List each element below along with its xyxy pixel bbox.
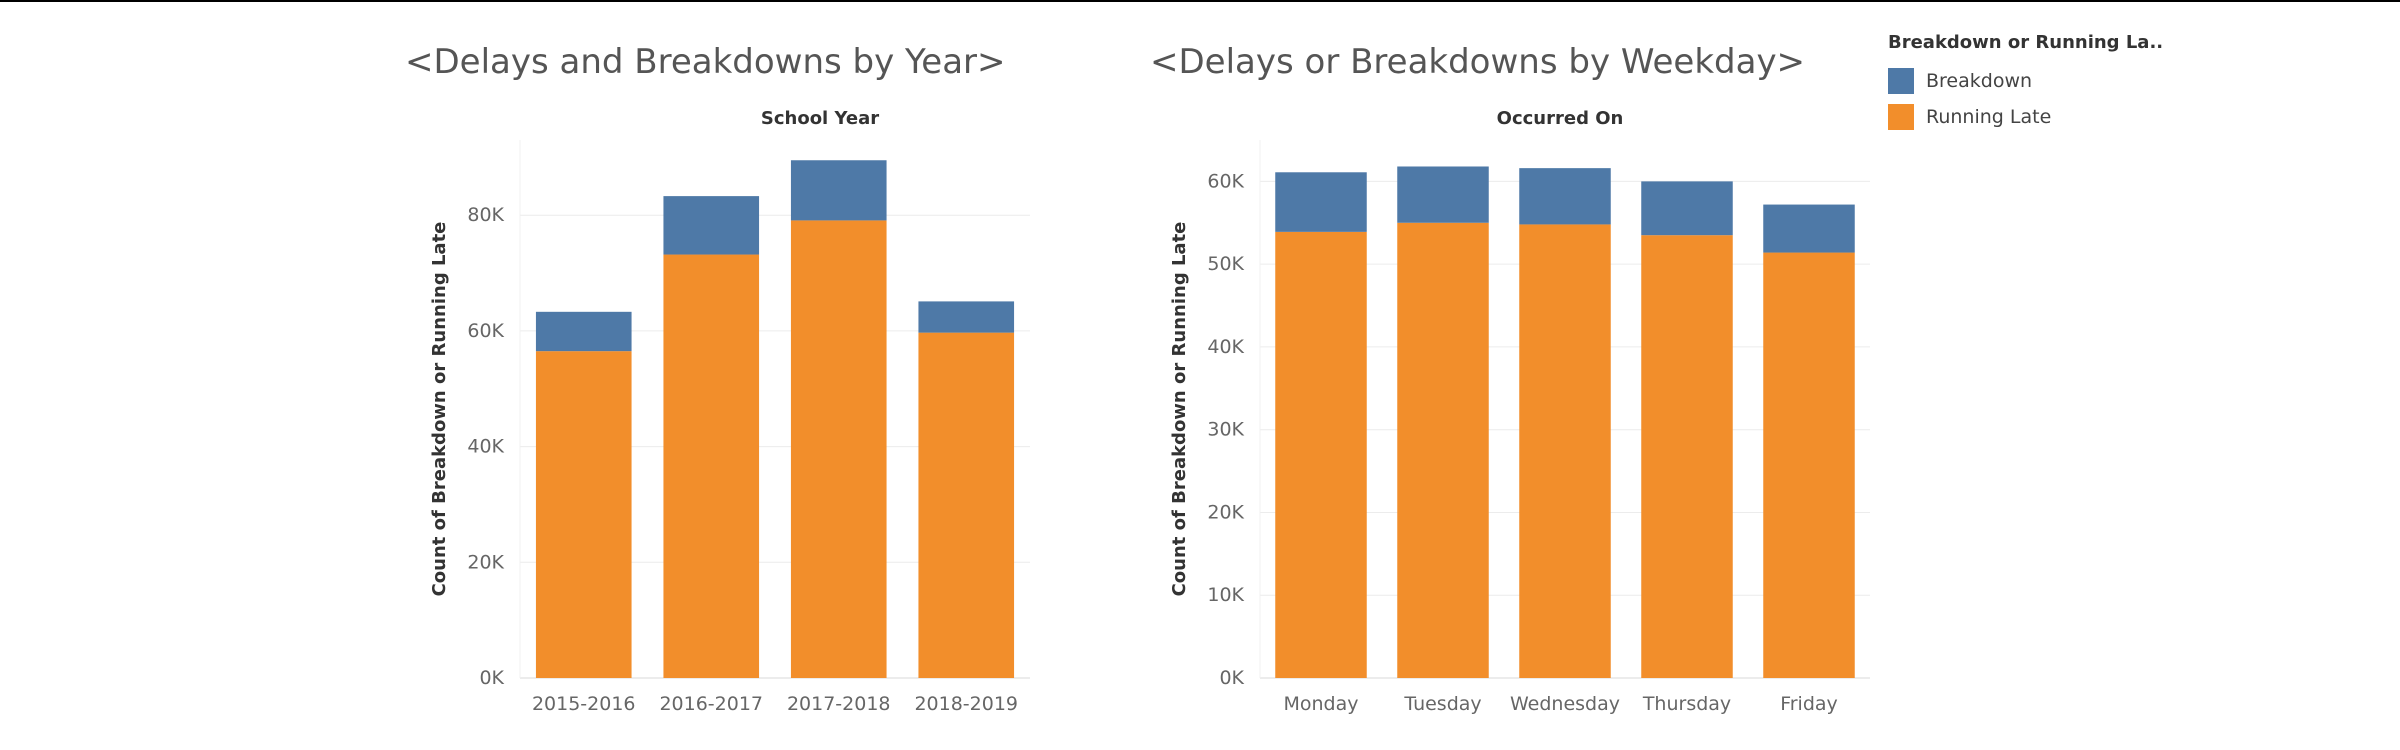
chart-weekday: 0K 10K 20K 30K 40K 50K 60K Count of Breakdown o… (1169, 140, 1870, 715)
x-tick-label: Thursday (1642, 693, 1731, 715)
legend-swatch-running-late (1888, 104, 1914, 130)
bar-breakdown[interactable] (535, 311, 632, 352)
legend-swatch-breakdown (1888, 68, 1914, 94)
bar-breakdown[interactable] (663, 196, 760, 255)
bar-breakdown[interactable] (1519, 168, 1611, 225)
bar-running-late[interactable] (1275, 231, 1367, 678)
y-tick-label: 0K (479, 667, 504, 689)
bar-breakdown[interactable] (790, 160, 887, 221)
y-tick-label: 10K (1207, 584, 1244, 606)
x-tick-label: 2015-2016 (532, 693, 636, 715)
chart-title-weekday: <Delays or Breakdowns by Weekday> (1150, 42, 1806, 82)
chart-year: 0K 20K 40K 60K 80K Count of Breakdown or Runn… (429, 140, 1030, 715)
legend-item-running-late[interactable]: Running Late (1888, 99, 2163, 135)
bar-running-late[interactable] (1519, 224, 1611, 678)
legend-item-breakdown[interactable]: Breakdown (1888, 63, 2163, 99)
y-tick-label: 40K (1207, 336, 1244, 358)
bar-running-late[interactable] (663, 254, 760, 678)
y-tick-label: 50K (1207, 253, 1244, 275)
x-axis-title-weekday: Occurred On (1496, 108, 1624, 129)
y-axis-title: Count of Breakdown or Running Late (429, 222, 450, 597)
x-tick-label: 2016-2017 (659, 693, 763, 715)
bar-breakdown[interactable] (1275, 172, 1367, 232)
bar-running-late[interactable] (1397, 222, 1489, 678)
bar-running-late[interactable] (1763, 252, 1855, 678)
legend-title: Breakdown or Running La.. (1888, 32, 2164, 53)
bar-running-late[interactable] (790, 220, 887, 678)
y-tick-label: 30K (1207, 419, 1244, 441)
x-tick-label: Friday (1780, 693, 1838, 715)
x-tick-label: Tuesday (1403, 693, 1481, 715)
y-tick-label: 0K (1219, 667, 1244, 689)
legend-label-running-late: Running Late (1926, 106, 2052, 128)
x-tick-label: Monday (1283, 693, 1358, 715)
y-tick-label: 60K (1207, 170, 1244, 192)
x-axis-title-year: School Year (760, 108, 880, 129)
x-tick-label: 2018-2019 (914, 693, 1018, 715)
legend-label-breakdown: Breakdown (1926, 70, 2033, 92)
bar-running-late[interactable] (535, 351, 632, 678)
bar-running-late[interactable] (918, 332, 1015, 678)
y-tick-label: 20K (1207, 501, 1244, 523)
y-axis-title: Count of Breakdown or Running Late (1169, 222, 1190, 597)
y-tick-label: 20K (467, 551, 504, 573)
y-tick-label: 40K (467, 436, 504, 458)
bar-running-late[interactable] (1641, 235, 1733, 678)
bar-breakdown[interactable] (918, 301, 1015, 333)
top-border (0, 0, 2400, 2)
x-tick-label: 2017-2018 (787, 693, 891, 715)
bar-breakdown[interactable] (1397, 166, 1489, 223)
legend: Breakdown or Running La.. Breakdown Runn… (1888, 32, 2163, 135)
y-tick-label: 80K (467, 204, 504, 226)
bar-breakdown[interactable] (1763, 204, 1855, 253)
chart-title-year: <Delays and Breakdowns by Year> (405, 42, 1006, 82)
x-tick-label: Wednesday (1510, 693, 1620, 715)
y-tick-label: 60K (467, 320, 504, 342)
bar-breakdown[interactable] (1641, 181, 1733, 236)
